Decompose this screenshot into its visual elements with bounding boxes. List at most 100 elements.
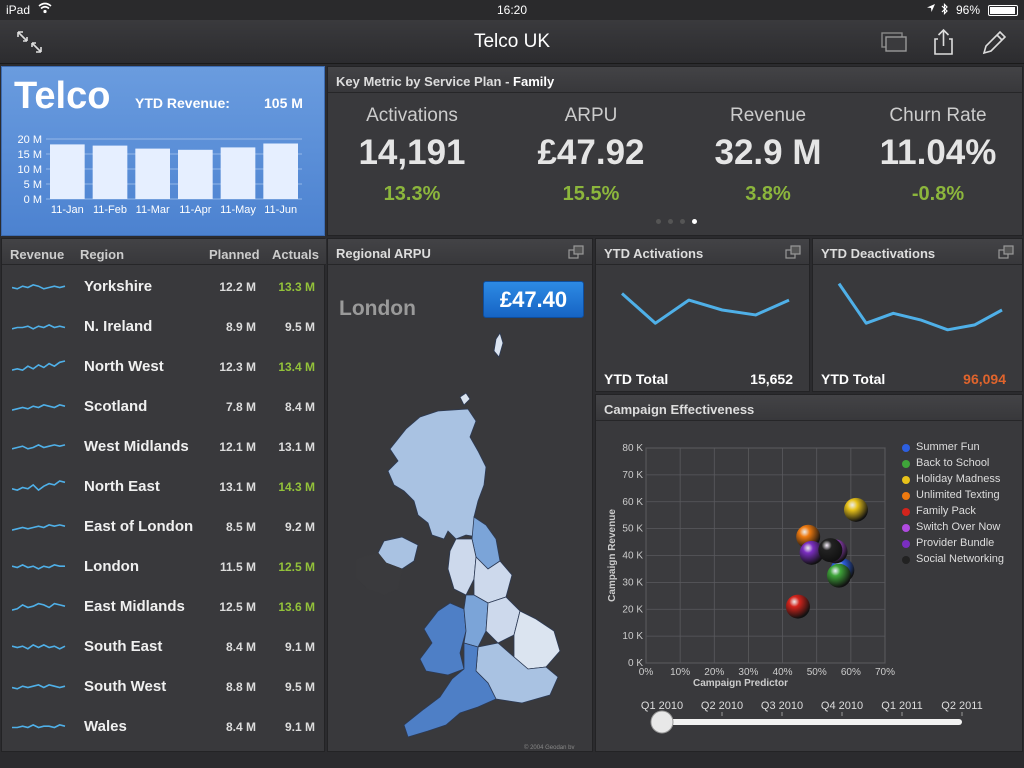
legend-item[interactable]: Holiday Madness (902, 473, 1004, 489)
legend-item[interactable]: Switch Over Now (902, 521, 1004, 537)
col-revenue[interactable]: Revenue (10, 247, 65, 262)
legend-item[interactable]: Back to School (902, 457, 1004, 473)
table-row[interactable]: N. Ireland 8.9 M 9.5 M (2, 307, 326, 347)
x-axis-label: Campaign Predictor (693, 678, 788, 689)
table-row[interactable]: North West 12.3 M 13.4 M (2, 347, 326, 387)
planned-value: 8.5 M (225, 520, 256, 534)
page-dot[interactable] (656, 219, 661, 224)
legend-swatch (902, 556, 910, 564)
map-region-north-west (447, 538, 477, 596)
expand-icon[interactable] (785, 245, 801, 259)
y-tick-label: 0 K (628, 658, 643, 669)
actual-value: 9.5 M (284, 320, 315, 334)
page-dot[interactable] (668, 219, 673, 224)
battery-percent: 96% (955, 3, 980, 17)
page-dot[interactable] (692, 219, 697, 224)
y-tick-label: 30 K (622, 577, 643, 588)
ytd-deactivations-panel: YTD Deactivations YTD Total 96,094 (812, 238, 1023, 392)
metric-value: 14,191 (358, 133, 466, 172)
table-row[interactable]: East of London 8.5 M 9.2 M (2, 507, 326, 547)
scatter-point[interactable] (785, 594, 810, 619)
page-indicator[interactable] (656, 219, 697, 227)
planned-value: 11.5 M (219, 560, 256, 574)
scatter-point[interactable] (799, 540, 824, 565)
ytd-activations-total-value: 15,652 (750, 371, 793, 387)
slider-label: Q1 2011 (881, 700, 922, 712)
slider-handle[interactable] (650, 710, 674, 734)
ytd-activations-panel: YTD Activations YTD Total 15,652 (595, 238, 810, 392)
table-row[interactable]: Wales 8.4 M 9.1 M (2, 707, 326, 747)
table-row[interactable]: East Midlands 12.5 M 13.6 M (2, 587, 326, 627)
wifi-icon (38, 2, 52, 17)
legend-item[interactable]: Unlimited Texting (902, 489, 1004, 505)
table-row[interactable]: South East 8.4 M 9.1 M (2, 627, 326, 667)
planned-value: 8.4 M (225, 640, 256, 654)
revenue-sparkline (12, 564, 65, 570)
actual-value: 13.3 M (278, 280, 315, 294)
ytd-deactivations-total-value: 96,094 (963, 371, 1006, 387)
table-row[interactable]: South West 8.8 M 9.5 M (2, 667, 326, 707)
device-name: iPad (6, 3, 31, 17)
slider-label: Q3 2010 (761, 700, 803, 712)
share-icon[interactable] (930, 28, 960, 56)
ytd-activations-header: YTD Activations (596, 239, 809, 265)
col-actuals[interactable]: Actuals (272, 247, 319, 262)
service-plan-name[interactable]: Family (513, 74, 555, 89)
collapse-arrows-icon[interactable] (14, 28, 44, 56)
y-tick-label: 50 K (622, 524, 643, 535)
table-row[interactable]: Scotland 7.8 M 8.4 M (2, 387, 326, 427)
campaign-title: Campaign Effectiveness (604, 402, 755, 417)
bluetooth-icon (941, 3, 948, 18)
slider-track[interactable] (662, 719, 962, 725)
expand-icon[interactable] (998, 245, 1014, 259)
expand-icon[interactable] (568, 245, 584, 259)
pencil-icon[interactable] (980, 28, 1010, 56)
scatter-point[interactable] (818, 538, 843, 563)
col-region[interactable]: Region (80, 247, 125, 262)
map-region-east-of-london (513, 610, 561, 670)
map-copyright: © 2004 Geodan bv (524, 745, 575, 751)
table-row[interactable]: Yorkshire 12.2 M 13.3 M (2, 267, 326, 307)
actual-value: 9.2 M (284, 520, 315, 534)
region-arpu-value[interactable]: £47.40 (483, 281, 584, 318)
windows-icon[interactable] (880, 28, 910, 56)
location-icon (926, 3, 936, 16)
campaign-scatter-chart[interactable]: 0 K 10 K 20 K 30 K 40 K 50 K 60 K 70 K 80 K 0% 10%… (596, 395, 1024, 753)
key-metric-panel: Key Metric by Service Plan - Family Acti… (327, 66, 1023, 236)
y-tick-label: 5 M (24, 179, 42, 191)
legend-swatch (902, 492, 910, 500)
legend-item[interactable]: Provider Bundle (902, 537, 1004, 553)
x-tick-label: 20% (704, 667, 724, 678)
table-row[interactable]: North East 13.1 M 14.3 M (2, 467, 326, 507)
col-planned[interactable]: Planned (209, 247, 260, 262)
revenue-sparkline (12, 602, 66, 611)
legend-swatch (902, 444, 910, 452)
page-dot[interactable] (680, 219, 685, 224)
region-name: London (84, 558, 139, 575)
scatter-point[interactable] (843, 497, 868, 522)
x-tick-label: 11-Jun (264, 204, 297, 216)
scatter-point[interactable] (826, 563, 851, 588)
planned-value: 8.8 M (225, 680, 256, 694)
uk-map[interactable] (328, 239, 594, 753)
legend-item[interactable]: Family Pack (902, 505, 1004, 521)
ytd-deactivations-total-label: YTD Total (821, 371, 886, 387)
x-tick-label: 11-Mar (136, 204, 170, 216)
revenue-sparkline (12, 643, 66, 650)
legend-label: Family Pack (916, 505, 976, 517)
region-table-header: Revenue Region Planned Actuals (2, 239, 326, 265)
legend-label: Summer Fun (916, 441, 980, 453)
map-region-west-midlands (463, 594, 489, 648)
table-row[interactable]: London 11.5 M 12.5 M (2, 547, 326, 587)
actual-value: 9.1 M (284, 640, 315, 654)
planned-value: 8.9 M (225, 320, 256, 334)
sparkline-path (12, 404, 66, 411)
map-region-orkney (459, 392, 471, 406)
legend-label: Back to School (916, 457, 990, 469)
table-row[interactable]: West Midlands 12.1 M 13.1 M (2, 427, 326, 467)
legend-item[interactable]: Summer Fun (902, 441, 1004, 457)
region-table-panel: Revenue Region Planned Actuals Yorkshire… (1, 238, 326, 752)
metric-value: 11.04% (879, 133, 997, 172)
legend-item[interactable]: Social Networking (902, 553, 1004, 569)
actual-value: 13.1 M (278, 440, 315, 454)
